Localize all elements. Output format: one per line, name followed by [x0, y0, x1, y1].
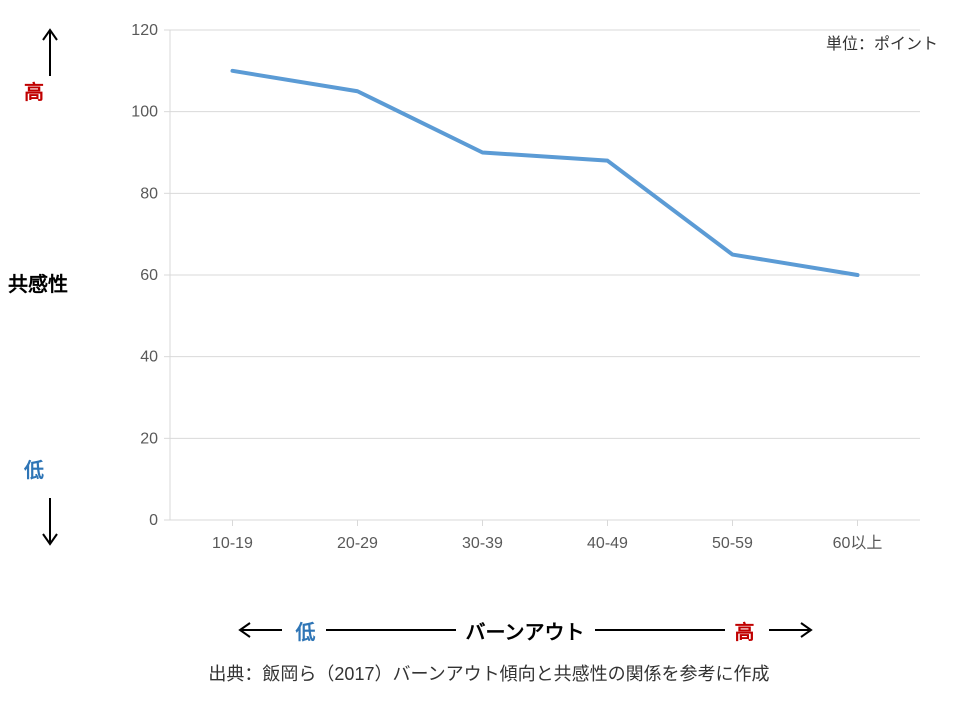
x-tick-label: 10-19: [212, 535, 253, 552]
arrow-left-icon: [236, 620, 286, 640]
y-high-label: 高: [24, 76, 44, 105]
y-tick-label: 100: [131, 104, 158, 121]
caption: 出典：飯岡ら（2017）バーンアウト傾向と共感性の関係を参考に作成: [0, 660, 978, 686]
chart-container: 単位：ポイント 高 共感性 低 02040608010012010-1920-2…: [0, 0, 978, 703]
x-high-label: 高: [735, 616, 755, 645]
x-tick-label: 20-29: [337, 535, 378, 552]
x-tick-label: 60以上: [833, 534, 883, 552]
x-tick-label: 50-59: [712, 535, 753, 552]
y-tick-label: 20: [140, 430, 158, 447]
y-tick-label: 0: [149, 512, 158, 529]
x-axis-label: バーンアウト: [466, 616, 585, 645]
x-divider-right: [595, 629, 725, 631]
x-axis-annotation: 低 バーンアウト 高: [120, 610, 930, 650]
y-axis-label: 共感性: [8, 268, 68, 297]
data-line: [233, 71, 858, 275]
x-low-label: 低: [296, 616, 316, 645]
x-divider-left: [326, 629, 456, 631]
line-chart: 0 20 40 60 80 100 120 10-19 20-29 30-39 40-49 50-59…: [120, 20, 930, 560]
y-axis-annotation: 高 共感性 低: [0, 20, 90, 560]
chart-area: 0 20 40 60 80 100 120 10-19 20-29 30-39 40-49 50-59…: [120, 20, 930, 560]
y-low-label: 低: [24, 454, 44, 483]
arrow-up-icon: [40, 26, 60, 76]
y-tick-label: 60: [140, 267, 158, 284]
arrow-down-icon: [40, 498, 60, 548]
arrow-right-icon: [765, 620, 815, 640]
y-tick-label: 120: [131, 22, 158, 39]
x-tick-label: 40-49: [587, 535, 628, 552]
x-tick-label: 30-39: [462, 535, 503, 552]
y-tick-label: 40: [140, 349, 158, 366]
y-tick-label: 80: [140, 185, 158, 202]
